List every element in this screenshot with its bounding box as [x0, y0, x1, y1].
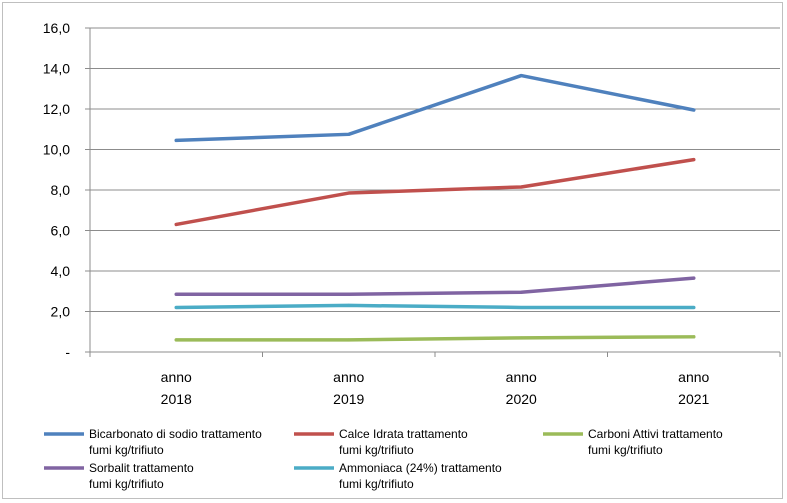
x-tick-label: anno 2020 [506, 369, 537, 407]
y-tick-label: 12,0 [43, 101, 70, 117]
data-point [347, 338, 351, 342]
legend-label: Bicarbonato di sodio trattamento fumi kg/… [89, 427, 262, 457]
legend-label-line: fumi kg/trifiuto [339, 477, 414, 491]
legend-label-line: fumi kg/trifiuto [339, 443, 414, 457]
legend-label-line: Carboni Attivi trattamento [588, 427, 723, 441]
y-axis-ticks: - 2,0 4,0 6,0 8,0 10,0 12,0 14,0 16,0 [43, 20, 90, 360]
legend-label: Ammoniaca (24%) trattamento fumi kg/trifi… [339, 461, 502, 491]
x-tick-label-line: anno [161, 369, 192, 385]
legend-item: Sorbalit trattamento fumi kg/trifiuto [44, 461, 194, 491]
legend-item: Calce Idrata trattamento fumi kg/trifiuto [294, 427, 468, 457]
y-tick-label: 6,0 [51, 223, 71, 239]
y-tick-label: 16,0 [43, 20, 70, 36]
data-point [519, 74, 523, 78]
x-axis-ticks: anno 2018 anno 2019 anno 2020 anno 2021 [89, 352, 781, 407]
y-tick-label: 2,0 [51, 304, 71, 320]
series-line-2 [174, 335, 696, 342]
series-line-3 [174, 276, 696, 297]
data-point [519, 336, 523, 340]
series-line-0 [174, 73, 696, 143]
data-point [347, 191, 351, 195]
data-point [692, 305, 696, 309]
y-tick-label: - [65, 344, 70, 360]
data-point [692, 158, 696, 162]
data-point [174, 305, 178, 309]
x-tick-label-line: anno [506, 369, 537, 385]
legend-label-line: fumi kg/trifiuto [89, 443, 164, 457]
data-point [347, 303, 351, 307]
y-tick-label: 4,0 [51, 263, 71, 279]
x-tick-label-line: anno [678, 369, 709, 385]
legend-item: Ammoniaca (24%) trattamento fumi kg/trifi… [294, 461, 502, 491]
data-point [519, 290, 523, 294]
data-point [347, 132, 351, 136]
legend-label-line: Ammoniaca (24%) trattamento [339, 461, 502, 475]
data-point [692, 335, 696, 339]
data-point [174, 138, 178, 142]
x-tick-label-line: 2019 [333, 391, 364, 407]
data-point [347, 292, 351, 296]
legend-item: Carboni Attivi trattamento fumi kg/trifiu… [543, 427, 723, 457]
x-tick-label: anno 2018 [161, 369, 192, 407]
x-tick-label-line: 2021 [678, 391, 709, 407]
data-point [692, 108, 696, 112]
legend-label-line: Sorbalit trattamento [89, 461, 194, 475]
x-tick-label: anno 2019 [333, 369, 364, 407]
series-line-4 [174, 303, 696, 310]
data-point [519, 305, 523, 309]
data-point [519, 185, 523, 189]
legend-label-line: fumi kg/trifiuto [89, 477, 164, 491]
x-tick-label-line: anno [333, 369, 364, 385]
gridlines [90, 27, 780, 312]
legend: Bicarbonato di sodio trattamento fumi kg/… [44, 427, 723, 491]
legend-label: Carboni Attivi trattamento fumi kg/trifiu… [588, 427, 723, 457]
data-point [174, 222, 178, 226]
legend-label: Sorbalit trattamento fumi kg/trifiuto [89, 461, 194, 491]
y-tick-label: 8,0 [51, 182, 71, 198]
series-line-1 [174, 157, 696, 227]
data-point [692, 276, 696, 280]
series-lines [174, 73, 696, 342]
x-tick-label: anno 2021 [678, 369, 709, 407]
legend-label: Calce Idrata trattamento fumi kg/trifiuto [339, 427, 468, 457]
legend-item: Bicarbonato di sodio trattamento fumi kg/… [44, 427, 262, 457]
data-point [174, 292, 178, 296]
legend-label-line: Calce Idrata trattamento [339, 427, 468, 441]
legend-label-line: fumi kg/trifiuto [588, 443, 663, 457]
data-point [174, 338, 178, 342]
x-tick-label-line: 2018 [161, 391, 192, 407]
x-tick-label-line: 2020 [506, 391, 537, 407]
y-tick-label: 10,0 [43, 142, 70, 158]
y-tick-label: 14,0 [43, 61, 70, 77]
legend-label-line: Bicarbonato di sodio trattamento [89, 427, 262, 441]
